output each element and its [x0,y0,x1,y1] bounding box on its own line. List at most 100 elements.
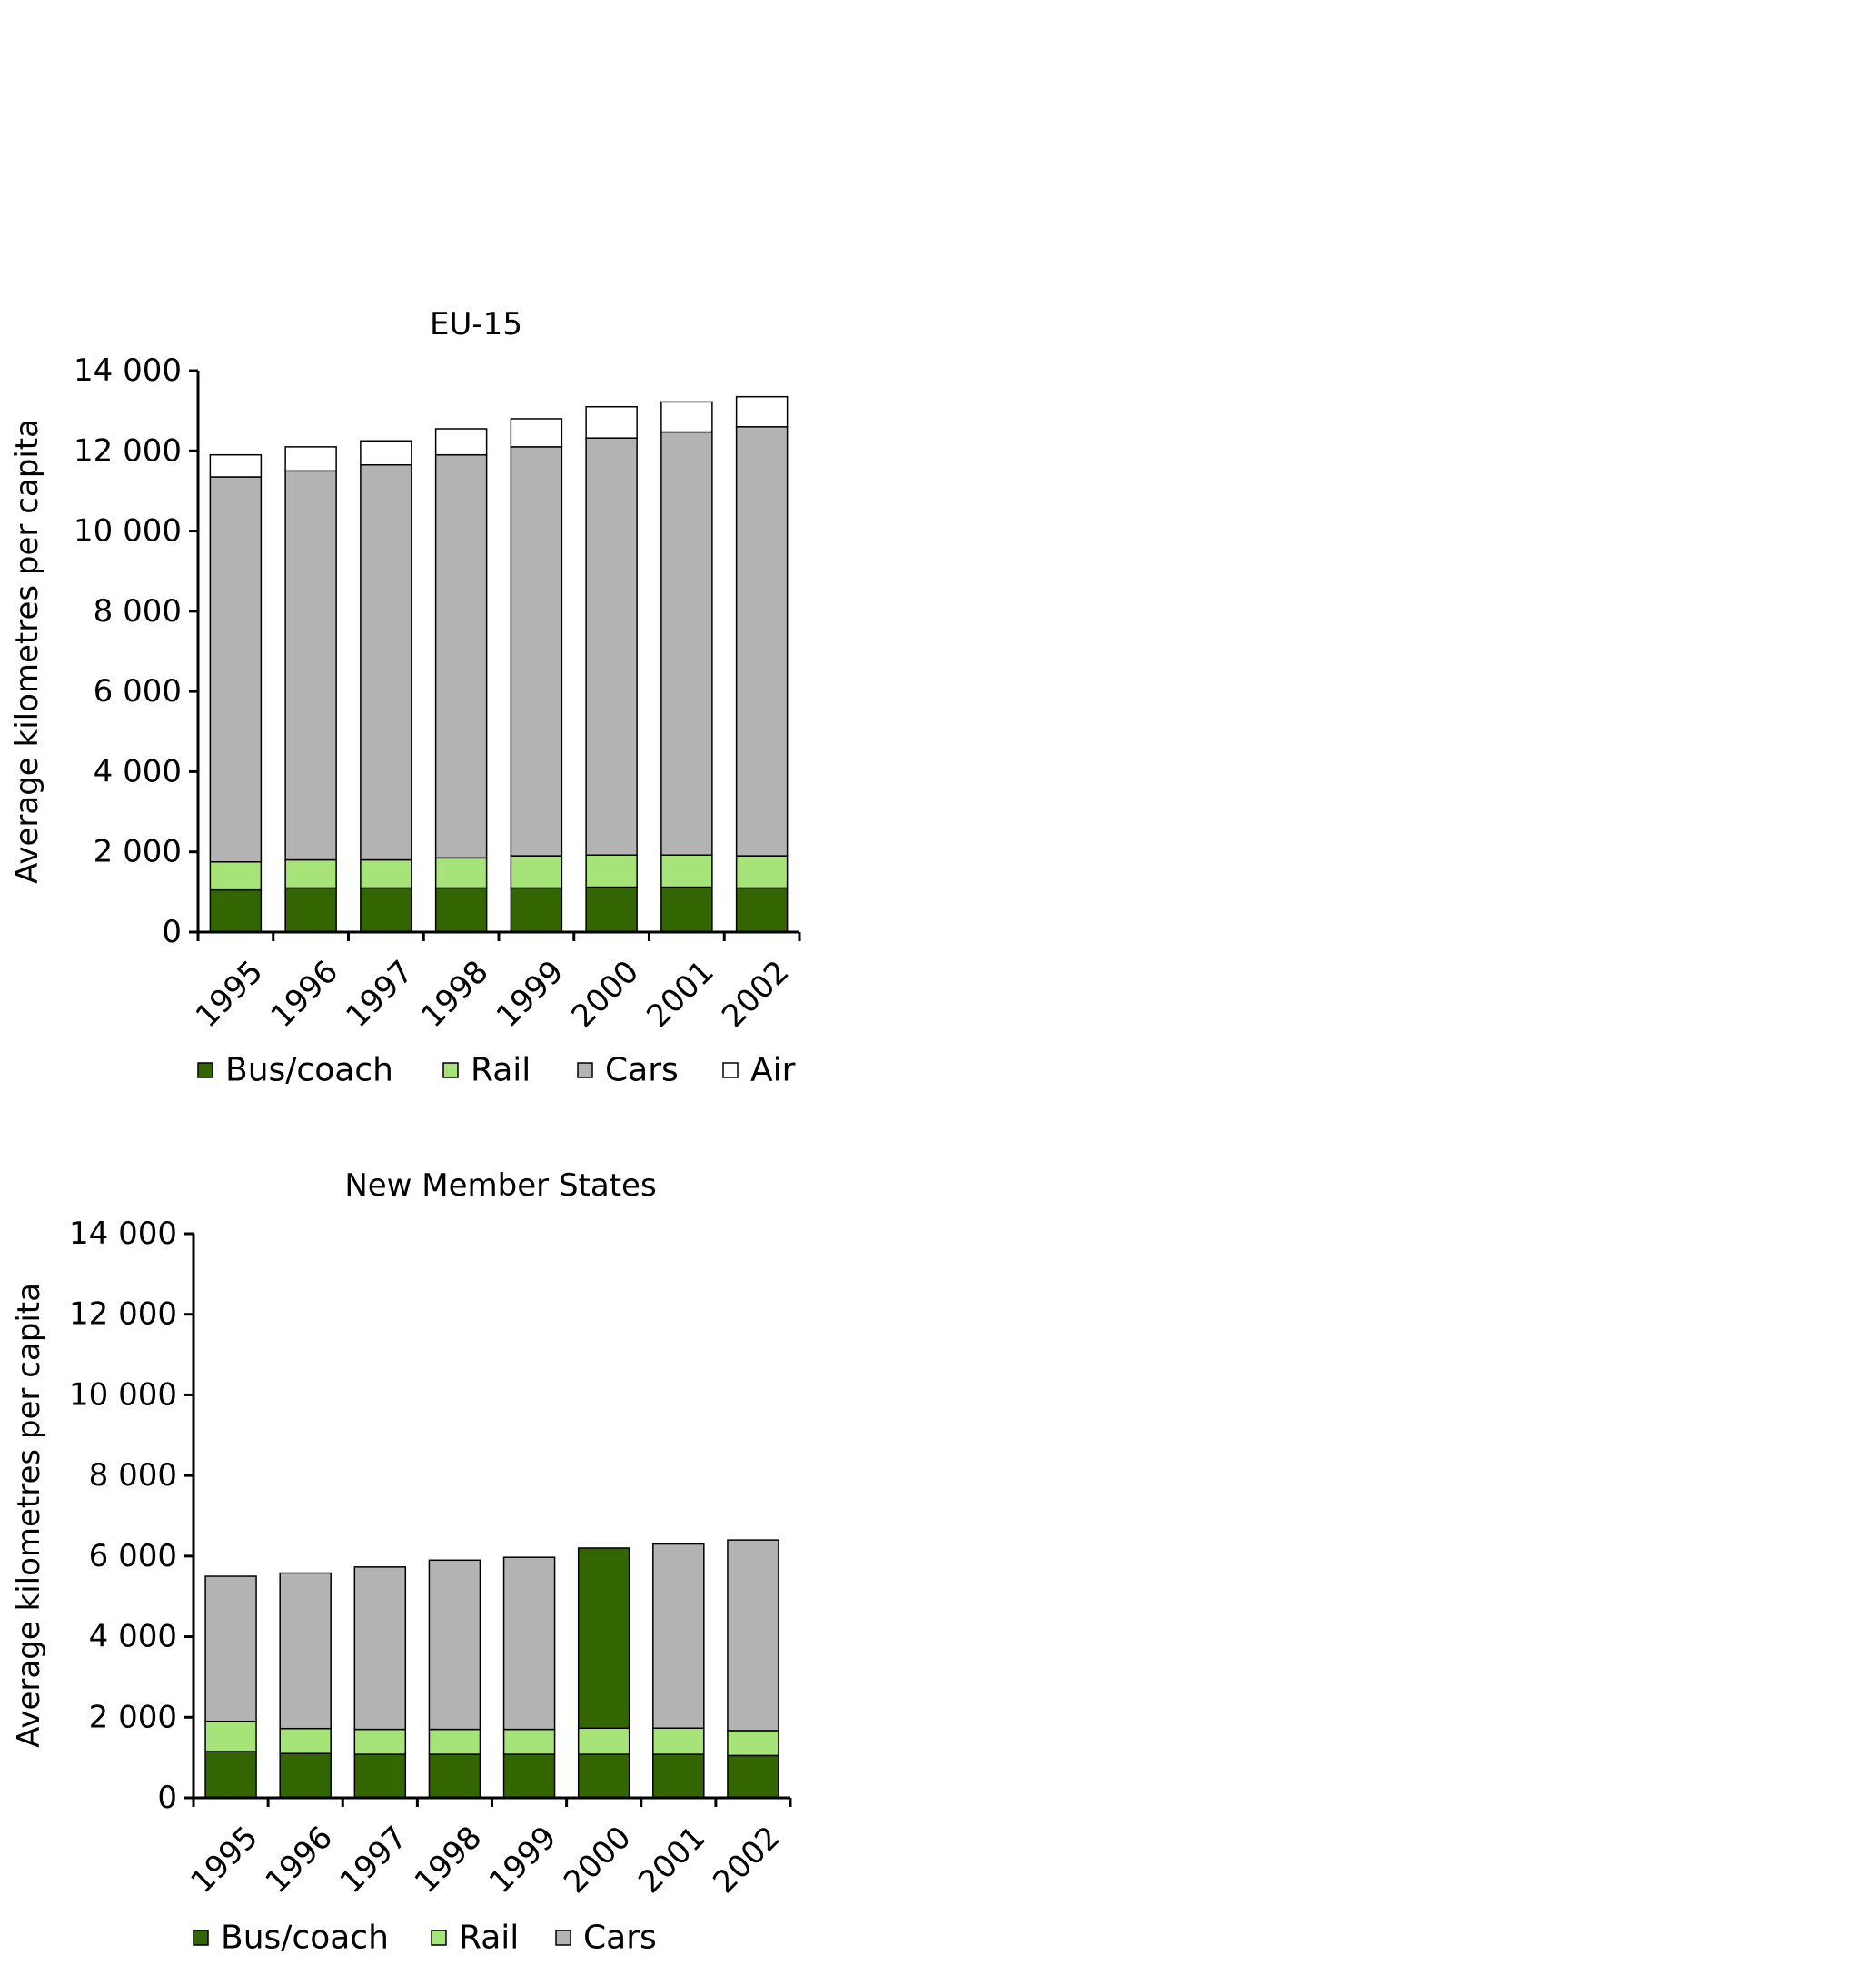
bar-bus-coach-1995 [209,888,263,933]
bar-rail-2000 [585,854,638,888]
bar-bus-coach-1999 [510,887,563,933]
bar-rail-2002 [735,855,789,889]
legend-label-rail: Rail [471,1052,531,1089]
y-tick-label: 10 000 [74,513,182,550]
x-tick-label-1997: 1997 [339,954,420,1035]
x-tick-label-2001: 2001 [631,1820,712,1901]
bar-rail-1997 [360,858,412,889]
bar-cars-1996 [284,470,337,861]
x-tick-label-1998: 1998 [414,954,495,1035]
legend-label-bus-coach: Bus/coach [221,1920,389,1957]
legend-swatch-air [722,1062,739,1078]
x-tick-label-1999: 1999 [482,1820,563,1901]
x-tick-label-2001: 2001 [640,954,720,1035]
bar-bus-coach-1995 [204,1751,257,1799]
y-tick-label: 2 000 [94,834,182,870]
x-tick-label-1997: 1997 [333,1820,414,1901]
bar-rail-1999 [510,855,563,889]
legend-label-cars: Cars [583,1920,657,1957]
bar-cars-1997 [360,463,412,861]
bar-air-1998 [434,428,488,456]
bar-bus-coach-1997 [360,887,412,933]
y-axis-label: Average kilometres per capita [9,419,45,884]
bar-cars-1998 [428,1559,481,1731]
y-tick-label: 12 000 [69,1296,177,1333]
legend-label-bus-coach: Bus/coach [225,1052,393,1089]
bar-cars-1996 [279,1572,332,1730]
x-tick-label-2002: 2002 [715,954,796,1035]
bar-bus-coach-1997 [353,1753,407,1799]
bar-cars-2000 [585,437,638,856]
x-tick-label-1996: 1996 [264,954,345,1035]
bar-bus-coach-2002 [735,887,789,933]
bar-air-2000 [585,405,638,439]
bar-bus-coach-2000 [577,1753,630,1799]
legend-swatch-rail [431,1930,447,1946]
bar-rail-1996 [284,858,337,889]
bar-rail-1998 [428,1728,481,1755]
x-tick-label-1999: 1999 [490,954,571,1035]
legend-swatch-bus-coach [193,1930,209,1946]
y-tick-label: 2 000 [89,1699,177,1735]
bar-cars-1998 [434,453,488,859]
x-tick-label-2000: 2000 [557,1820,638,1901]
bar-bus-coach-1998 [428,1753,481,1799]
x-tick-label-1995: 1995 [189,954,270,1035]
bar-rail-2002 [727,1730,779,1757]
bar-rail-1997 [353,1728,407,1755]
y-axis-label: Average kilometres per capita [11,1283,47,1748]
bar-air-1997 [360,440,412,466]
x-tick-label-1995: 1995 [184,1820,264,1901]
y-tick-label: 0 [157,1780,177,1816]
legend-swatch-cars [555,1930,571,1946]
y-tick-label: 8 000 [89,1457,177,1494]
legend-swatch-rail [442,1062,459,1078]
bar-bus-coach-2000 [585,886,638,933]
bar-rail-1995 [209,861,263,891]
y-tick-label: 8 000 [94,593,182,630]
x-tick-label-1996: 1996 [259,1820,340,1901]
bar-bus-coach-2001 [660,886,713,933]
chart-new-member-states: New Member States Average kilometres per … [11,1167,792,1957]
x-tick-label-2002: 2002 [706,1820,787,1901]
chart-eu15: EU-15 Average kilometres per capita 0 2 000… [9,306,801,1089]
chart-title: EU-15 [430,306,522,342]
y-tick-label: 14 000 [69,1216,177,1252]
bar-cars-2000 [577,1547,630,1730]
bar-rail-1999 [502,1728,556,1755]
bar-cars-2002 [727,1539,779,1732]
legend-label-rail: Rail [459,1920,519,1957]
bar-air-1996 [284,446,337,472]
y-tick-label: 4 000 [94,753,182,789]
chart-title: New Member States [344,1167,656,1204]
legend-label-cars: Cars [605,1052,679,1089]
bar-cars-2001 [660,431,713,856]
y-tick-label: 14 000 [74,352,182,389]
bar-rail-2000 [577,1727,630,1755]
bar-bus-coach-1998 [434,887,488,933]
bar-air-1999 [510,418,563,448]
legend-swatch-bus-coach [197,1062,213,1078]
y-tick-label: 10 000 [69,1376,177,1413]
bar-cars-1995 [209,476,263,863]
bar-rail-1998 [434,857,488,889]
bar-rail-1995 [204,1720,257,1752]
bar-rail-2001 [652,1727,705,1755]
bar-air-2001 [660,401,713,433]
legend-label-air: Air [750,1052,796,1089]
bar-rail-1996 [279,1727,332,1754]
bar-air-1995 [209,453,263,478]
legend-swatch-cars [577,1062,593,1078]
bar-bus-coach-2001 [652,1753,705,1799]
bar-cars-2001 [652,1543,705,1730]
bar-bus-coach-2002 [727,1754,779,1799]
y-tick-label: 0 [162,914,182,950]
bar-cars-2002 [735,426,789,857]
bar-bus-coach-1996 [279,1752,332,1799]
x-tick-label-2000: 2000 [565,954,646,1035]
y-tick-label: 12 000 [74,432,182,469]
y-tick-label: 6 000 [89,1538,177,1574]
bar-cars-1995 [204,1575,257,1722]
bar-rail-2001 [660,854,713,888]
bar-cars-1997 [353,1566,407,1731]
